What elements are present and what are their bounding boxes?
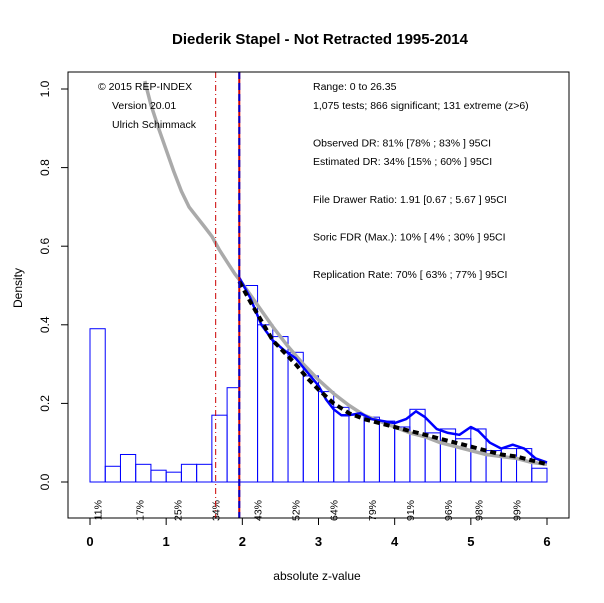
- chart-title: Diederik Stapel - Not Retracted 1995-201…: [172, 31, 469, 48]
- annotation-line: Range: 0 to 26.35: [313, 81, 397, 93]
- histogram-bar: [89, 328, 106, 483]
- histogram-bar: [135, 463, 152, 483]
- percent-label: 11%: [93, 500, 105, 520]
- y-tick-label: 0.0: [38, 473, 52, 490]
- histogram-bar: [272, 336, 289, 483]
- copyright-annotation: © 2015 REP-INDEX Version 20.01 Ulrich Schi…: [98, 81, 197, 131]
- x-tick-label: 1: [163, 534, 170, 549]
- x-tick-label: 3: [315, 534, 322, 549]
- y-tick-label: 1.0: [38, 80, 52, 97]
- gray-density-curve: [143, 80, 548, 467]
- annotation-line: Soric FDR (Max.): 10% [ 4% ; 30% ] 95CI: [313, 231, 506, 243]
- percent-label: 17%: [135, 500, 147, 521]
- histogram-bar: [180, 463, 198, 483]
- annotation-line: File Drawer Ratio: 1.91 [0.67 ; 5.67 ] 9…: [313, 194, 507, 206]
- x-axis-label: absolute z-value: [273, 569, 361, 583]
- histogram-bar: [287, 351, 304, 483]
- x-tick-label: 0: [86, 534, 93, 549]
- y-tick-label: 0.6: [38, 238, 52, 255]
- y-axis-label: Density: [11, 268, 25, 308]
- histogram-bar: [226, 387, 240, 483]
- plot-area: 11% 17% 25% 34% 43% 52% 64% 79% 91% 96% 98% 99%: [89, 72, 548, 521]
- histogram-bar: [257, 324, 274, 483]
- histogram-bar: [409, 408, 426, 483]
- histogram-bar: [333, 406, 350, 483]
- percent-label: 91%: [405, 500, 417, 521]
- percent-label: 96%: [443, 500, 455, 521]
- x-tick-label: 2: [239, 534, 246, 549]
- percent-label: 25%: [173, 500, 185, 521]
- histogram-bar: [439, 428, 457, 483]
- histogram-bar: [211, 414, 228, 483]
- x-axis: 0 1 2 3 4 5 6: [86, 517, 551, 549]
- histogram-bar: [165, 471, 182, 483]
- histogram-bar: [363, 416, 380, 483]
- percent-label: 64%: [329, 500, 341, 521]
- percent-label: 98%: [473, 500, 485, 521]
- x-tick-label: 5: [467, 534, 474, 549]
- histogram-bar: [394, 426, 411, 483]
- histogram-bar: [150, 469, 167, 483]
- y-tick-label: 0.4: [38, 316, 52, 333]
- histogram-bar: [238, 285, 259, 483]
- statistics-annotation: Range: 0 to 26.35 1,075 tests; 866 signif…: [313, 81, 529, 281]
- annotation-line: Version 20.01: [112, 100, 176, 112]
- histogram-bar: [378, 420, 396, 483]
- annotation-line: Observed DR: 81% [78% ; 83% ] 95CI: [313, 137, 491, 149]
- annotation-line: Replication Rate: 70% [ 63% ; 77% ] 95CI: [313, 269, 507, 281]
- y-tick-label: 0.2: [38, 395, 52, 412]
- annotation-line: © 2015 REP-INDEX: [98, 81, 192, 93]
- percent-label: 43%: [253, 500, 265, 521]
- percent-label: 52%: [291, 500, 303, 521]
- annotation-line: 1,075 tests; 866 significant; 131 extrem…: [313, 100, 529, 112]
- x-tick-label: 6: [543, 534, 550, 549]
- y-tick-label: 0.8: [38, 159, 52, 176]
- histogram-bar: [119, 453, 137, 483]
- black-fitted-curve: [237, 280, 548, 467]
- blue-density-curve: [238, 277, 548, 464]
- annotation-line: Estimated DR: 34% [15% ; 60% ] 95CI: [313, 156, 492, 168]
- histogram-bar: [104, 465, 121, 483]
- histogram-bar: [348, 414, 365, 483]
- percent-label: 99%: [512, 500, 524, 521]
- annotation-line: Ulrich Schimmack: [112, 119, 197, 131]
- x-tick-label: 4: [391, 534, 399, 549]
- histogram-bar: [302, 375, 319, 483]
- percent-label: 34%: [211, 500, 223, 521]
- histogram-bar: [196, 463, 213, 483]
- percent-label: 79%: [367, 500, 379, 521]
- histogram-bar: [531, 467, 548, 483]
- y-axis: 0.0 0.2 0.4 0.6 0.8 1.0: [38, 80, 69, 490]
